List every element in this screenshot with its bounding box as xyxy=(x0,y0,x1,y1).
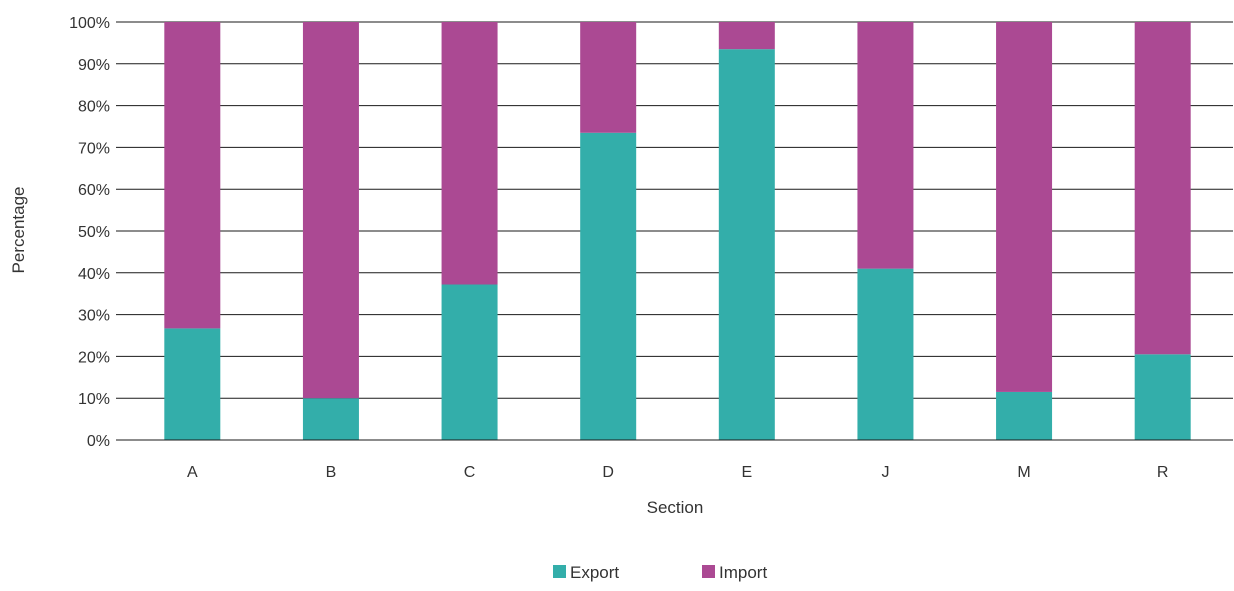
legend-swatch-export xyxy=(553,565,566,578)
bar-export-d xyxy=(580,132,637,440)
bar-export-c xyxy=(441,284,498,440)
y-tick-label: 100% xyxy=(69,15,110,32)
bar-import-b xyxy=(302,22,359,399)
y-tick-label: 0% xyxy=(87,433,110,450)
x-tick-label: R xyxy=(1157,464,1169,481)
x-tick-label: B xyxy=(326,464,337,481)
y-tick-label: 80% xyxy=(78,99,110,116)
bar-import-e xyxy=(718,22,775,50)
x-tick-label: A xyxy=(187,464,198,481)
x-tick-label: E xyxy=(741,464,752,481)
legend-label-export: Export xyxy=(570,563,619,582)
y-tick-labels: 0% 10% 20% 30% 40% 50% 60% 70% 80% 90% 100% xyxy=(69,15,110,450)
y-tick-label: 30% xyxy=(78,308,110,325)
bar-export-a xyxy=(164,328,221,440)
bar-export-m xyxy=(996,391,1053,440)
y-tick-label: 70% xyxy=(78,140,110,157)
bars xyxy=(116,22,1233,441)
y-tick-label: 10% xyxy=(78,391,110,408)
x-tick-label: D xyxy=(602,464,614,481)
x-tick-label: M xyxy=(1017,464,1030,481)
bar-import-d xyxy=(580,22,637,133)
bar-export-e xyxy=(718,49,775,441)
bar-import-j xyxy=(857,22,914,269)
bar-export-r xyxy=(1134,354,1191,440)
y-tick-label: 40% xyxy=(78,266,110,283)
legend: Export Import xyxy=(553,563,767,582)
x-tick-label: J xyxy=(881,464,889,481)
x-axis-title: Section xyxy=(647,498,704,517)
bar-import-c xyxy=(441,22,498,285)
bar-export-j xyxy=(857,268,914,440)
gridlines xyxy=(116,21,1233,441)
x-tick-label: C xyxy=(464,464,476,481)
y-tick-label: 50% xyxy=(78,224,110,241)
y-axis-title: Percentage xyxy=(9,187,28,274)
legend-label-import: Import xyxy=(719,563,767,582)
bar-import-a xyxy=(164,22,221,329)
bar-export-b xyxy=(302,398,359,440)
bar-import-m xyxy=(996,22,1053,392)
legend-swatch-import xyxy=(702,565,715,578)
bar-import-r xyxy=(1134,22,1191,355)
y-tick-label: 90% xyxy=(78,57,110,74)
y-tick-label: 20% xyxy=(78,349,110,366)
y-tick-label: 60% xyxy=(78,182,110,199)
